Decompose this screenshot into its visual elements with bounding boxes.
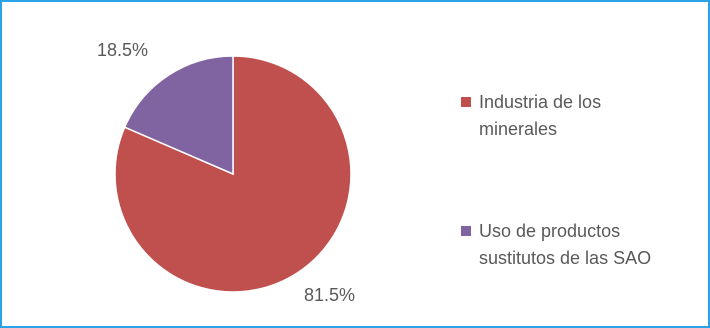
pie-slices (114, 55, 352, 293)
legend-label-minerales-line2: minerales (479, 119, 557, 139)
data-label-slice-2: 18.5% (97, 40, 148, 60)
legend-swatch-minerales (461, 97, 471, 107)
legend-label-minerales-line1: Industria de los (479, 92, 601, 112)
legend-swatch-sao (461, 226, 471, 236)
legend: Industria de los minerales Uso de produc… (461, 92, 651, 268)
legend-label-sao-line1: Uso de productos (479, 221, 620, 241)
pie-slice-sao (123, 55, 234, 176)
data-label-slice-1: 81.5% (304, 285, 355, 305)
legend-label-sao-line2: sustitutos de las SAO (479, 248, 651, 268)
